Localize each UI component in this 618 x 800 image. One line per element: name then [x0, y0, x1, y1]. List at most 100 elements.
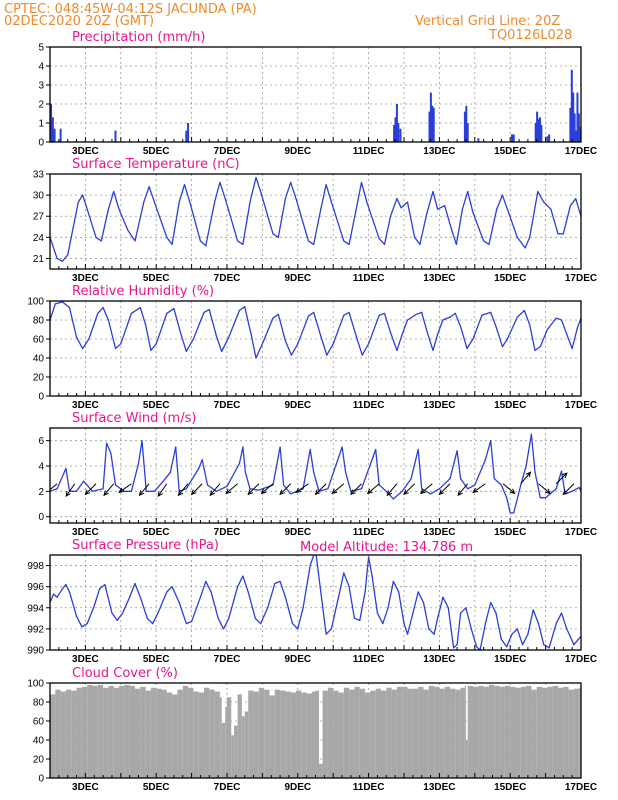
cloud-bar	[460, 687, 465, 778]
data-point	[75, 615, 78, 617]
data-point	[415, 313, 417, 315]
panel-frame	[49, 300, 582, 397]
x-tick-label: 15DEC	[494, 273, 526, 284]
data-point	[529, 236, 531, 238]
data-point	[215, 490, 217, 492]
wind-vector-head	[138, 490, 145, 497]
x-tick-label: 7DEC	[214, 146, 241, 157]
x-tick-label: 7DEC	[214, 273, 241, 284]
data-point	[215, 335, 217, 337]
series-surface-temperature-nc	[50, 176, 581, 262]
wind-vector-head	[260, 488, 267, 495]
data-point	[217, 617, 219, 619]
y-tick-label: 33	[33, 170, 45, 181]
precip-bar	[512, 134, 515, 142]
cloud-bar	[579, 687, 581, 778]
y-tick-label: 4	[38, 462, 44, 473]
data-point	[242, 446, 244, 448]
data-point	[500, 638, 502, 641]
y-tick-label: 3	[38, 81, 44, 92]
y-tick-label: 0	[38, 138, 44, 149]
cloud-bar	[526, 685, 532, 778]
data-point	[61, 260, 63, 262]
data-point	[506, 646, 508, 648]
wind-vector	[279, 483, 292, 495]
data-point	[250, 333, 252, 335]
data-point	[360, 488, 363, 490]
data-point	[150, 349, 152, 351]
cloud-bar	[290, 692, 297, 778]
data-point	[467, 190, 469, 193]
series-line	[50, 555, 581, 650]
x-tick-label: 5DEC	[143, 400, 170, 411]
data-point	[506, 497, 508, 499]
cloud-bar	[573, 688, 580, 778]
cloud-bar	[343, 687, 350, 778]
cloud-bar	[241, 716, 245, 778]
data-point	[98, 588, 101, 590]
data-point	[65, 583, 67, 586]
wind-vector	[103, 483, 115, 496]
x-tick-label: 11DEC	[353, 146, 385, 157]
precip-bar	[538, 117, 541, 142]
data-point	[283, 484, 285, 486]
data-point	[382, 623, 384, 625]
precip-bar	[546, 136, 549, 142]
precip-bar	[578, 126, 581, 142]
data-point	[406, 201, 409, 203]
data-point	[326, 354, 328, 356]
x-tick-label: 9DEC	[284, 654, 311, 665]
data-point	[272, 317, 274, 319]
data-point	[309, 448, 311, 451]
cloud-bar	[515, 687, 521, 778]
panel-title: Relative Humidity (%)	[72, 284, 214, 299]
data-point	[100, 240, 102, 242]
data-point	[529, 324, 531, 326]
cloud-bar	[510, 686, 516, 778]
cloud-bar	[428, 685, 435, 778]
data-point	[178, 201, 180, 203]
wind-vector-head	[65, 491, 71, 497]
series-cloud-cover	[50, 684, 581, 778]
data-point	[433, 633, 435, 635]
data-point	[77, 201, 79, 203]
cloud-bar	[473, 686, 479, 778]
data-point	[455, 243, 457, 245]
data-point	[537, 623, 540, 625]
data-point	[56, 257, 58, 260]
cloud-bar	[386, 687, 392, 778]
data-point	[350, 490, 352, 492]
data-point	[378, 238, 380, 240]
data-point	[534, 349, 536, 351]
x-tick-label: 9DEC	[284, 273, 311, 284]
precip-bar	[536, 111, 539, 142]
data-point	[525, 465, 527, 467]
data-point	[198, 467, 200, 470]
data-point	[466, 347, 468, 350]
data-point	[368, 556, 370, 558]
data-point	[284, 596, 287, 598]
data-point	[438, 488, 440, 490]
cloud-bar	[359, 688, 366, 778]
data-point	[398, 591, 400, 593]
x-tick-label: 13DEC	[423, 527, 455, 538]
cloud-bar	[55, 689, 61, 778]
data-point	[86, 623, 88, 625]
cloud-bar	[221, 722, 226, 778]
data-point	[509, 512, 511, 514]
data-point	[205, 580, 207, 582]
cloud-bar	[108, 685, 114, 778]
x-tick-label: 11DEC	[353, 273, 385, 284]
wind-vector-head	[350, 489, 356, 496]
header-run-date: 02DEC2020 20Z (GMT)	[4, 14, 154, 29]
data-point	[219, 181, 221, 184]
data-point	[141, 440, 143, 442]
data-point	[378, 314, 380, 316]
data-point	[260, 623, 262, 625]
data-point	[539, 497, 541, 499]
cloud-bar	[188, 687, 194, 778]
cloud-bar	[464, 685, 466, 778]
data-point	[110, 452, 112, 454]
data-point	[501, 346, 504, 348]
data-point	[173, 308, 175, 310]
